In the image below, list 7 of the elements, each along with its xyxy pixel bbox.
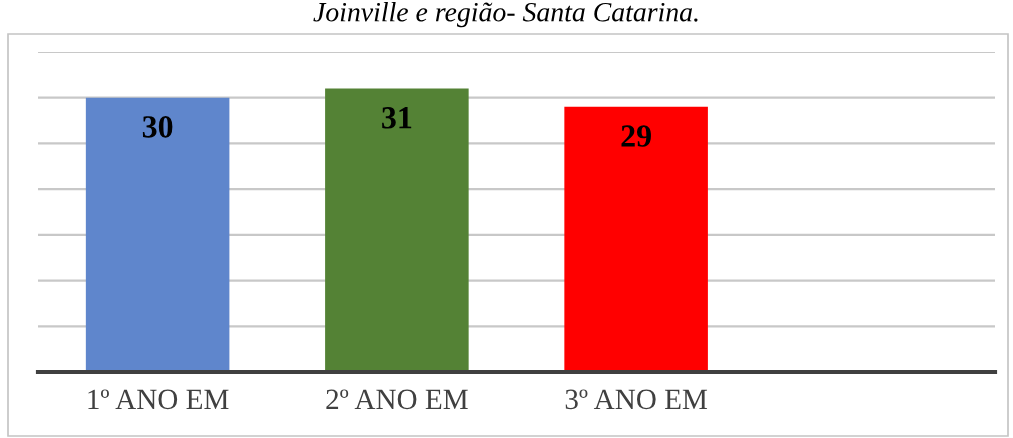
x-tick-label: 3º ANO EM — [565, 389, 708, 410]
data-label: 31 — [382, 107, 412, 129]
data-label: 29 — [621, 125, 651, 147]
x-tick-label: 2º ANO EM — [326, 389, 468, 410]
data-label: 30 — [142, 116, 173, 138]
chart-title: Joinville e região- Santa Catarina. — [313, 2, 698, 28]
x-tick-label: 1º ANO EM — [88, 389, 229, 410]
